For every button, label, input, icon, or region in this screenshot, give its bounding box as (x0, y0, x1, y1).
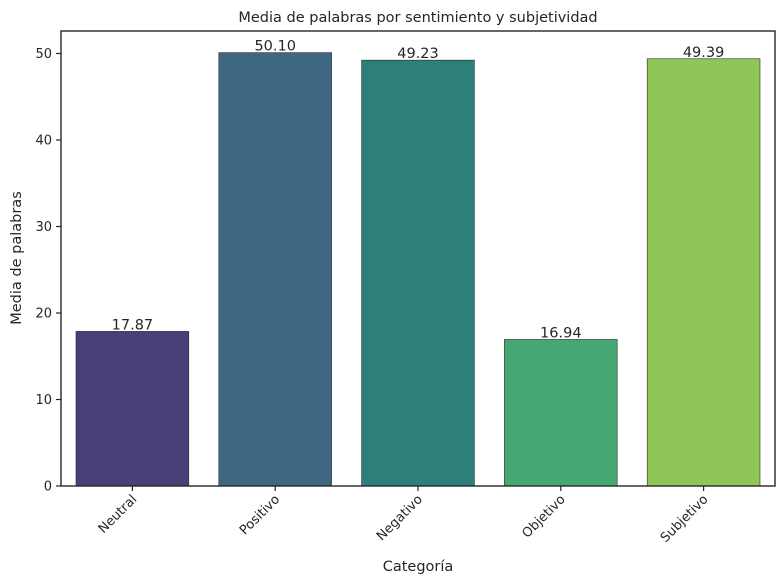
value-label-objetivo: 16.94 (540, 325, 582, 341)
bar-positivo (218, 52, 332, 487)
bar-objetivo (504, 339, 618, 487)
plot-frame (60, 30, 776, 487)
bar-neutral (75, 331, 190, 487)
y-tick-label: 30 (35, 220, 52, 235)
value-label-negativo: 49.23 (397, 46, 439, 62)
chart-title: Media de palabras por sentimiento y subj… (238, 10, 597, 26)
y-tick-label: 0 (44, 480, 52, 495)
y-tick-label: 20 (35, 307, 52, 322)
bars-layer (75, 52, 761, 487)
value-label-neutral: 17.87 (112, 317, 154, 333)
y-tick-label: 40 (35, 133, 52, 148)
y-axis: 0 10 20 30 40 50 (35, 47, 61, 495)
bar-negativo (361, 59, 475, 487)
value-label-subjetivo: 49.39 (683, 45, 725, 61)
value-labels-layer: 17.87 50.10 49.23 16.94 49.39 (112, 39, 725, 342)
y-axis-label: Media de palabras (9, 191, 25, 325)
bar-subjetivo (646, 58, 761, 487)
value-label-positivo: 50.10 (254, 39, 296, 55)
x-axis-label: Categoría (383, 559, 454, 575)
y-tick-label: 10 (35, 393, 52, 408)
y-tick-label: 50 (35, 47, 52, 62)
